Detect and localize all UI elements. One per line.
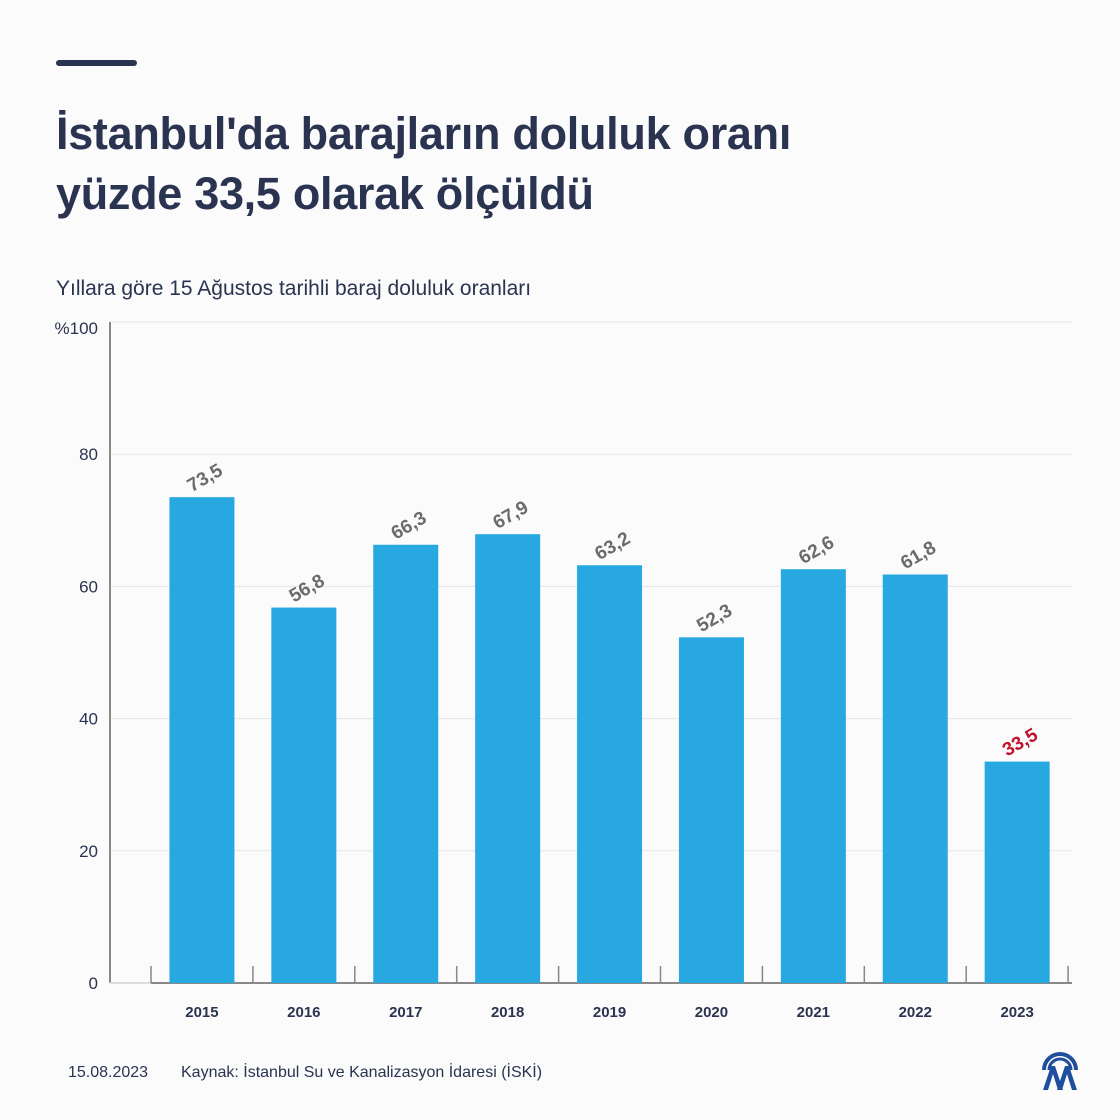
data-label: 52,3 [693, 600, 736, 637]
x-tick-label: 2021 [797, 1004, 830, 1021]
x-tick-label: 2020 [695, 1004, 728, 1021]
footer-source: Kaynak: İstanbul Su ve Kanalizasyon İdar… [181, 1064, 543, 1081]
y-tick-label: 40 [79, 710, 98, 729]
bar-2020 [678, 637, 744, 983]
y-tick-label: 0 [89, 974, 98, 993]
y-tick-label: 80 [79, 445, 98, 464]
bar-2021 [780, 569, 846, 983]
data-label: 63,2 [592, 528, 635, 565]
bar-2017 [373, 544, 439, 983]
data-label: 61,8 [897, 537, 940, 574]
data-label: 62,6 [795, 532, 838, 569]
y-tick-label: 60 [79, 577, 98, 596]
chart-subtitle: Yıllara göre 15 Ağustos tarihli baraj do… [56, 277, 532, 300]
title-line-1: İstanbul'da barajların doluluk oranı [56, 108, 792, 159]
bar-2023 [984, 761, 1050, 983]
data-label: 73,5 [184, 460, 227, 497]
x-tick-label: 2016 [287, 1004, 320, 1021]
bar-2019 [577, 565, 643, 983]
data-label: 33,5 [999, 724, 1042, 761]
y-tick-label: 20 [79, 842, 98, 861]
page-title: İstanbul'da barajların doluluk oranı yüz… [56, 104, 791, 224]
accent-bar [56, 60, 137, 66]
x-tick-label: 2019 [593, 1004, 626, 1021]
footer-date: 15.08.2023 [68, 1064, 149, 1081]
bar-2015 [169, 497, 235, 983]
bar-2016 [271, 607, 337, 983]
bar-2018 [475, 534, 541, 983]
x-tick-label: 2018 [491, 1004, 524, 1021]
data-label: 56,8 [286, 570, 329, 607]
x-tick-label: 2017 [389, 1004, 422, 1021]
x-tick-label: 2015 [185, 1004, 218, 1021]
bar-2022 [882, 574, 948, 983]
title-line-2: yüzde 33,5 olarak ölçüldü [56, 168, 594, 219]
x-tick-label: 2022 [899, 1004, 932, 1021]
x-tick-label: 2023 [1000, 1004, 1033, 1021]
y-tick-label: %100 [55, 319, 98, 338]
aa-logo [1042, 1052, 1078, 1090]
data-label: 67,9 [490, 497, 533, 534]
data-label: 66,3 [388, 508, 431, 545]
